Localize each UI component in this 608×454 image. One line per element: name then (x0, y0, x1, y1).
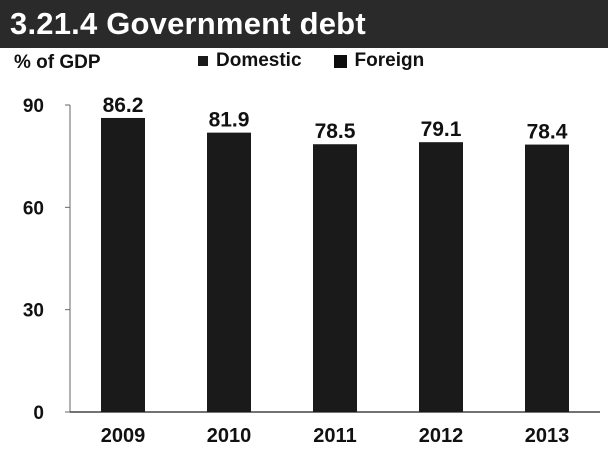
bar-2010 (207, 132, 251, 412)
bar-2012 (419, 142, 463, 413)
legend-label-domestic: Domestic (216, 50, 302, 71)
legend-label-foreign: Foreign (354, 50, 425, 71)
bar-2013 (525, 144, 569, 412)
legend-item-domestic: Domestic (198, 50, 302, 72)
chart-title: 3.21.4 Government debt (0, 0, 608, 48)
legend-swatch-foreign (333, 54, 347, 68)
x-tick-label-2009: 2009 (101, 425, 146, 447)
legend-swatch-domestic (198, 56, 208, 66)
data-label-2012: 79.1 (421, 118, 462, 141)
data-label-2011: 78.5 (315, 120, 356, 143)
legend-item-foreign: Foreign (333, 50, 425, 72)
data-label-2010: 81.9 (209, 109, 250, 132)
y-tick-label: 30 (23, 301, 44, 322)
data-label-2009: 86.2 (103, 94, 144, 117)
y-axis-label: % of GDP (14, 52, 101, 73)
legend: Domestic Foreign (198, 50, 424, 72)
bar-2011 (313, 144, 357, 412)
y-tick-label: 60 (23, 198, 44, 219)
y-tick-label: 90 (23, 96, 44, 117)
x-tick-label-2012: 2012 (419, 425, 464, 447)
x-tick-label-2010: 2010 (207, 425, 252, 447)
y-tick-label: 0 (33, 403, 44, 424)
x-tick-label-2013: 2013 (525, 425, 570, 447)
data-label-2013: 78.4 (527, 121, 568, 144)
x-tick-label-2011: 2011 (313, 425, 356, 447)
bar-2009 (101, 117, 145, 412)
